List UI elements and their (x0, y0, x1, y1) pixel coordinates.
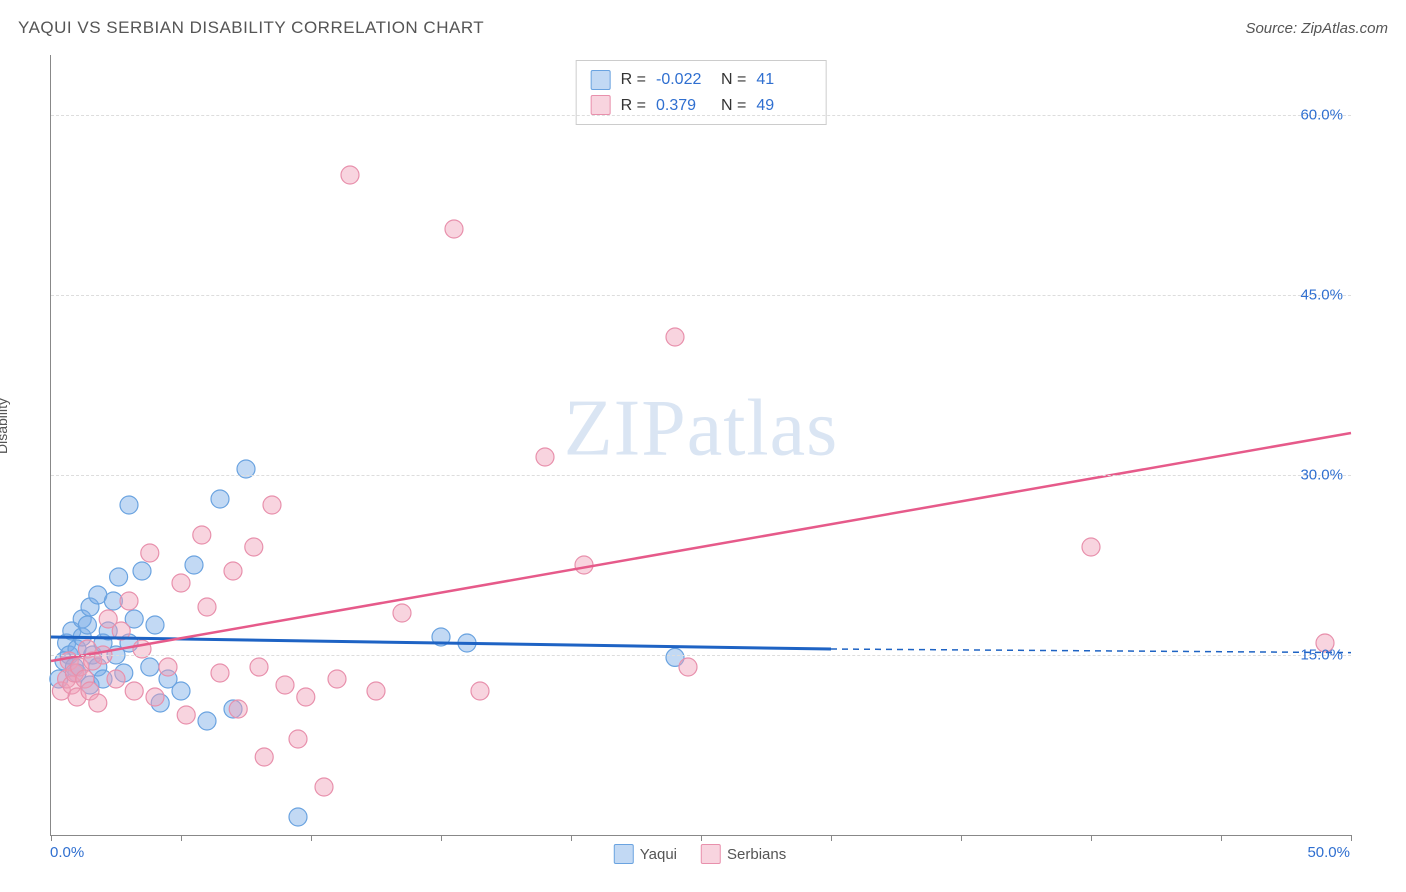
scatter-point (250, 658, 268, 676)
y-axis-label: Disability (0, 398, 10, 454)
scatter-point (133, 562, 151, 580)
scatter-point (289, 808, 307, 826)
scatter-point (177, 706, 195, 724)
n-value: 41 (756, 67, 811, 93)
scatter-point (315, 778, 333, 796)
scatter-point (120, 496, 138, 514)
legend-swatch (591, 70, 611, 90)
x-tick (1351, 835, 1352, 841)
scatter-point (263, 496, 281, 514)
scatter-point (393, 604, 411, 622)
gridline-h (51, 655, 1351, 656)
chart-title: YAQUI VS SERBIAN DISABILITY CORRELATION … (18, 18, 484, 38)
chart-svg (51, 55, 1351, 835)
scatter-point (172, 574, 190, 592)
scatter-point (341, 166, 359, 184)
scatter-point (255, 748, 273, 766)
scatter-point (198, 712, 216, 730)
x-tick (831, 835, 832, 841)
legend-swatch (701, 844, 721, 864)
stat-row: R = -0.022 N = 41 (591, 67, 812, 93)
n-label: N = (721, 67, 746, 93)
scatter-point (666, 328, 684, 346)
legend-item: Yaqui (614, 844, 677, 864)
scatter-point (120, 592, 138, 610)
series-legend: Yaqui Serbians (614, 844, 786, 864)
scatter-point (78, 616, 96, 634)
scatter-point (471, 682, 489, 700)
scatter-point (224, 562, 242, 580)
scatter-point (159, 658, 177, 676)
scatter-point (575, 556, 593, 574)
scatter-point (172, 682, 190, 700)
scatter-point (276, 676, 294, 694)
scatter-point (1082, 538, 1100, 556)
scatter-point (367, 682, 385, 700)
scatter-point (146, 616, 164, 634)
scatter-point (141, 544, 159, 562)
gridline-h (51, 115, 1351, 116)
legend-swatch (591, 95, 611, 115)
legend-label: Serbians (727, 846, 786, 863)
scatter-point (198, 598, 216, 616)
scatter-point (445, 220, 463, 238)
x-tick (961, 835, 962, 841)
x-axis-min-label: 0.0% (50, 844, 84, 861)
scatter-point (289, 730, 307, 748)
scatter-point (125, 682, 143, 700)
scatter-point (211, 664, 229, 682)
scatter-point (146, 688, 164, 706)
y-tick-label: 60.0% (1300, 107, 1343, 124)
y-tick-label: 15.0% (1300, 647, 1343, 664)
gridline-h (51, 475, 1351, 476)
legend-swatch (614, 844, 634, 864)
scatter-point (229, 700, 247, 718)
gridline-h (51, 295, 1351, 296)
scatter-point (211, 490, 229, 508)
x-tick (701, 835, 702, 841)
scatter-point (328, 670, 346, 688)
chart-header: YAQUI VS SERBIAN DISABILITY CORRELATION … (18, 18, 1388, 38)
y-tick-label: 45.0% (1300, 287, 1343, 304)
r-label: R = (621, 67, 646, 93)
scatter-point (536, 448, 554, 466)
scatter-point (297, 688, 315, 706)
scatter-point (193, 526, 211, 544)
r-value: -0.022 (656, 67, 711, 93)
x-tick (311, 835, 312, 841)
scatter-point (141, 658, 159, 676)
trend-line-extrapolated (831, 649, 1351, 653)
scatter-point (185, 556, 203, 574)
plot-area: ZIPatlas R =-0.022N =41R =0.379N =49 15.… (50, 55, 1351, 836)
x-tick (441, 835, 442, 841)
legend-item: Serbians (701, 844, 786, 864)
scatter-point (107, 670, 125, 688)
y-tick-label: 30.0% (1300, 467, 1343, 484)
scatter-point (679, 658, 697, 676)
x-tick (1091, 835, 1092, 841)
x-tick (571, 835, 572, 841)
x-tick (181, 835, 182, 841)
scatter-point (245, 538, 263, 556)
x-axis-labels: 0.0% Yaqui Serbians 50.0% (50, 844, 1350, 874)
x-axis-max-label: 50.0% (1307, 844, 1350, 861)
chart-source: Source: ZipAtlas.com (1245, 20, 1388, 37)
x-tick (1221, 835, 1222, 841)
x-tick (51, 835, 52, 841)
legend-label: Yaqui (640, 846, 677, 863)
chart-container: YAQUI VS SERBIAN DISABILITY CORRELATION … (0, 0, 1406, 892)
scatter-point (110, 568, 128, 586)
scatter-point (89, 694, 107, 712)
